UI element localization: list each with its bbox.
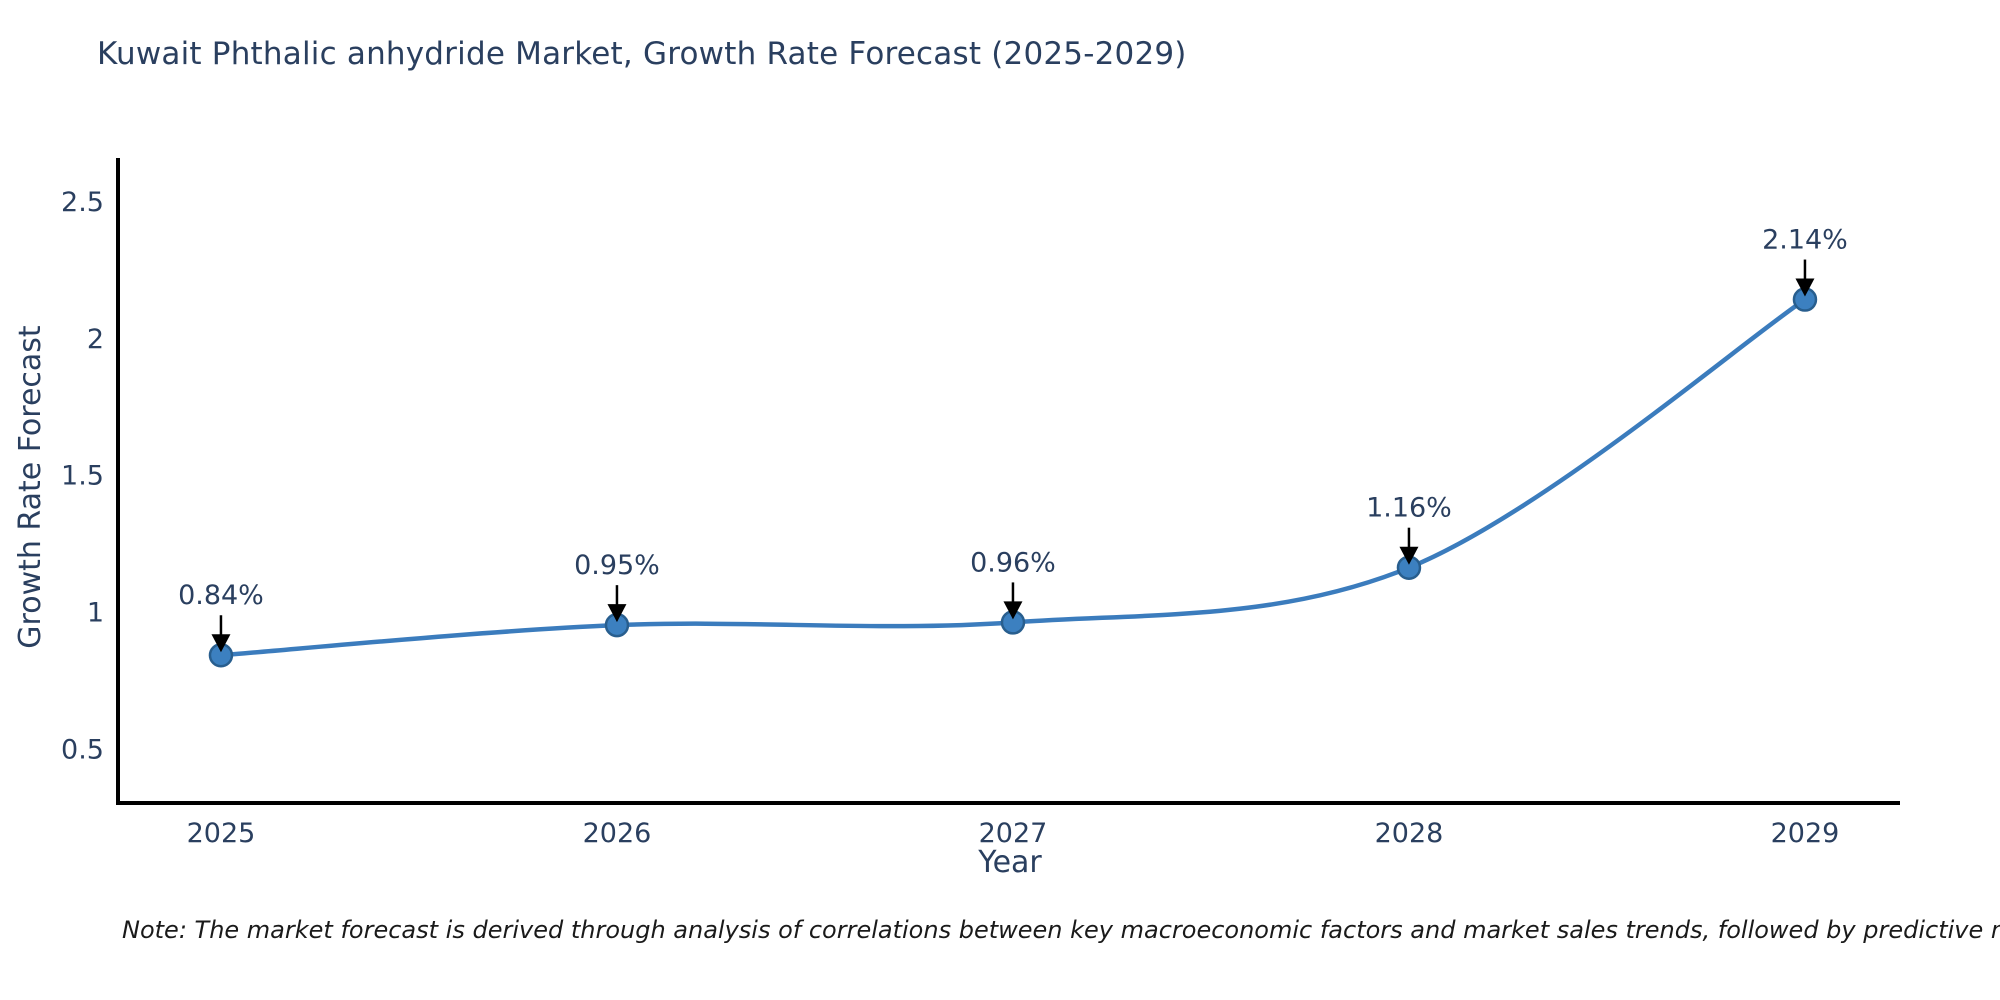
y-tick-label: 2.5	[61, 187, 104, 218]
x-tick-label: 2025	[187, 818, 256, 849]
annotation-label: 2.14%	[1762, 225, 1848, 256]
annotation-arrowhead	[607, 604, 627, 623]
y-tick-label: 1.5	[61, 461, 104, 492]
annotation-label: 0.96%	[970, 547, 1056, 578]
chart-title: Kuwait Phthalic anhydride Market, Growth…	[97, 36, 1187, 72]
annotation-arrowhead	[211, 634, 231, 653]
annotation-label: 0.84%	[178, 580, 264, 611]
y-axis-title: Growth Rate Forecast	[13, 325, 48, 649]
annotation-label: 1.16%	[1366, 493, 1452, 524]
plot-area: 0.5 1 1.5 2 2.5 2025 2026 2027 2028 2029 0.84% 0.95…	[61, 187, 1848, 849]
annotation-label: 0.95%	[574, 550, 660, 581]
y-tick-label: 1	[87, 597, 104, 628]
annotation-arrowhead	[1795, 278, 1815, 297]
x-axis-title: Year	[977, 845, 1042, 880]
footnote: Note: The market forecast is derived thr…	[122, 916, 2000, 944]
annotation-arrowhead	[1399, 546, 1419, 565]
y-tick-label: 2	[87, 324, 104, 355]
x-tick-label: 2027	[979, 818, 1048, 849]
annotation-arrowhead	[1003, 601, 1023, 620]
y-tick-label: 0.5	[61, 734, 104, 765]
x-tick-label: 2028	[1375, 818, 1444, 849]
x-tick-label: 2026	[583, 818, 652, 849]
x-tick-label: 2029	[1771, 818, 1840, 849]
